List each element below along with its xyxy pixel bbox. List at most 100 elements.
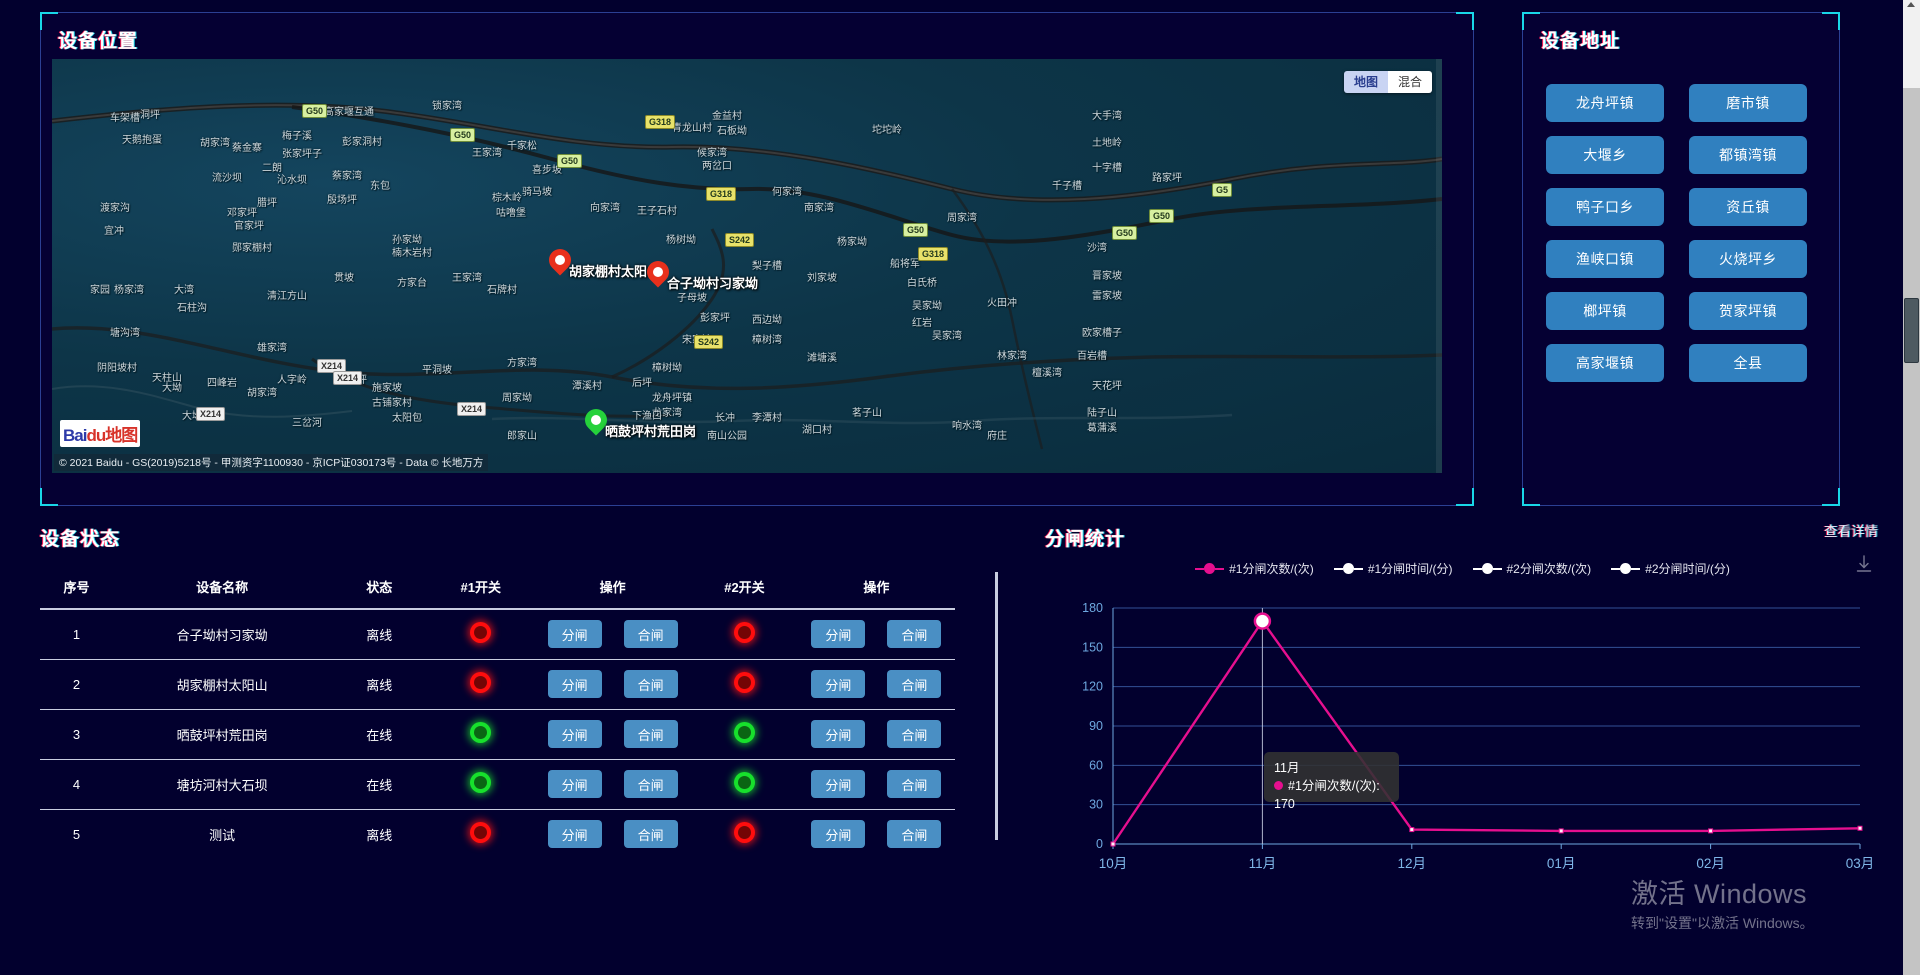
- close-breaker-button[interactable]: 合闸: [623, 720, 678, 748]
- device-name: 晒鼓坪村荒田岗: [113, 709, 332, 760]
- legend-item[interactable]: #2分闸次数/(次): [1472, 560, 1591, 577]
- address-button[interactable]: 贺家坪镇: [1689, 292, 1807, 330]
- legend-marker-icon: [1333, 563, 1363, 574]
- switch-indicator-cell: [427, 709, 534, 760]
- column-header: #2开关: [691, 571, 798, 610]
- address-button[interactable]: 资丘镇: [1689, 188, 1807, 226]
- map-panel-title: 设备位置: [58, 31, 139, 52]
- chart-header: 分闸统计 查看详情: [1045, 524, 1880, 558]
- data-point-marker[interactable]: [1857, 825, 1863, 831]
- road-shield-icon: X214: [333, 371, 363, 385]
- open-breaker-button[interactable]: 分闸: [547, 720, 602, 748]
- road-shield-icon: G50: [302, 104, 328, 118]
- table-header-row: 序号 设备名称 状态 #1开关 操作 #2开关 操作: [40, 571, 955, 610]
- map-marker-pin[interactable]: 胡家棚村太阳山: [544, 244, 660, 279]
- column-header: 操作: [533, 571, 692, 610]
- close-breaker-button[interactable]: 合闸: [887, 670, 942, 698]
- row-index: 4: [40, 759, 114, 810]
- operation-cell: 分闸 合闸: [534, 809, 691, 859]
- address-button[interactable]: 全县: [1689, 344, 1807, 382]
- map-type-hybrid[interactable]: 混合: [1387, 71, 1432, 93]
- device-status-title: 设备状态: [40, 529, 121, 550]
- status-led-red-icon: [470, 822, 492, 844]
- status-led-green-icon: [733, 772, 755, 793]
- close-breaker-button[interactable]: 合闸: [887, 820, 942, 849]
- device-state: 离线: [331, 659, 428, 710]
- table-row: 3 晒鼓坪村荒田岗 在线 分闸 合闸 分闸 合闸: [40, 709, 955, 760]
- data-point-highlighted[interactable]: [1253, 612, 1272, 630]
- open-breaker-button[interactable]: 分闸: [811, 820, 866, 849]
- open-breaker-button[interactable]: 分闸: [811, 720, 866, 748]
- data-point-marker[interactable]: [1708, 828, 1714, 834]
- corner-decoration-tl: [40, 12, 58, 30]
- open-breaker-button[interactable]: 分闸: [547, 620, 602, 649]
- close-breaker-button[interactable]: 合闸: [887, 720, 942, 748]
- close-breaker-button[interactable]: 合闸: [623, 670, 678, 698]
- address-button[interactable]: 磨市镇: [1689, 84, 1807, 122]
- legend-item[interactable]: #2分闸时间/(分): [1611, 560, 1730, 577]
- scroll-up-arrow-icon[interactable]: [1907, 2, 1915, 7]
- map-type-control[interactable]: 地图 混合: [1343, 71, 1432, 93]
- operation-cell: 分闸 合闸: [797, 659, 955, 710]
- map-roads-layer: [52, 102, 1442, 450]
- address-button[interactable]: 龙舟坪镇: [1546, 84, 1664, 122]
- row-index: 5: [72, 826, 81, 842]
- device-state: 在线: [331, 709, 428, 760]
- open-breaker-button[interactable]: 分闸: [547, 670, 602, 698]
- baidu-logo: Baidu地图: [60, 420, 141, 447]
- scrollbar-track[interactable]: [1903, 88, 1920, 975]
- open-breaker-button[interactable]: 分闸: [547, 770, 602, 798]
- road-shield-icon: X214: [457, 402, 487, 416]
- operation-cell: 分闸 合闸: [797, 709, 955, 760]
- address-button[interactable]: 榔坪镇: [1546, 292, 1664, 330]
- table-scrollbar[interactable]: [995, 572, 998, 840]
- close-breaker-button[interactable]: 合闸: [887, 770, 942, 798]
- open-breaker-button[interactable]: 分闸: [811, 770, 866, 798]
- view-detail-link[interactable]: 查看详情: [1824, 524, 1878, 539]
- legend-item[interactable]: #1分闸次数/(次): [1195, 560, 1314, 577]
- map-marker-pin[interactable]: 晒鼓坪村荒田岗: [580, 404, 696, 439]
- baidu-map[interactable]: 高家堰互通 锁家湾 金益村 石板坳 青龙山村 坨坨岭 大手湾 车架槽 洞坪 天鹅抱蛋 胡家湾 蔡金寨梅…: [52, 59, 1442, 473]
- close-breaker-button[interactable]: 合闸: [887, 620, 942, 649]
- data-point-marker[interactable]: [1110, 841, 1116, 847]
- map-marker-pin[interactable]: 合子坳村习家坳: [642, 256, 758, 291]
- line-chart-plot[interactable]: 0 30 60 90 120 150 180 10月 11月 12月 01月 02月 03月: [1045, 596, 1880, 886]
- close-breaker-button[interactable]: 合闸: [623, 770, 678, 798]
- address-button[interactable]: 鸭子口乡: [1546, 188, 1664, 226]
- address-button[interactable]: 火烧坪乡: [1689, 240, 1807, 278]
- map-scrollbar[interactable]: [1436, 59, 1442, 473]
- status-led-red-icon: [470, 672, 492, 693]
- x-axis-tick-label: 10月: [1099, 856, 1128, 871]
- address-button[interactable]: 都镇湾镇: [1689, 136, 1807, 174]
- address-button[interactable]: 高家堰镇: [1546, 344, 1664, 382]
- switch-indicator-cell: [691, 659, 798, 710]
- browser-scrollbar[interactable]: [1903, 0, 1920, 975]
- operation-cell: 分闸 合闸: [797, 609, 955, 660]
- scrollbar-thumb[interactable]: [1904, 298, 1919, 363]
- legend-item[interactable]: #1分闸时间/(分): [1333, 560, 1453, 577]
- address-button[interactable]: 大堰乡: [1546, 136, 1664, 174]
- open-breaker-button[interactable]: 分闸: [547, 820, 602, 849]
- chart-legend: #1分闸次数/(次) #1分闸时间/(分) #2分闸次数/(次) #2分闸时间/(分): [1045, 560, 1880, 577]
- device-location-panel: 设备位置 高家堰互通 锁家湾 金益村 石板坳 青龙山村 坨坨岭 大手湾 车架槽 洞坪 天鹅抱蛋 胡家…: [40, 12, 1474, 506]
- address-button[interactable]: 渔峡口镇: [1546, 240, 1664, 278]
- close-breaker-button[interactable]: 合闸: [623, 620, 678, 649]
- legend-label: #1分闸次数/(次): [1229, 562, 1314, 576]
- status-led-red-icon: [733, 672, 755, 693]
- download-icon[interactable]: [1854, 554, 1874, 579]
- device-state: 离线: [366, 827, 393, 843]
- legend-marker-icon: [1195, 563, 1225, 574]
- map-type-standard[interactable]: 地图: [1343, 71, 1388, 93]
- legend-label: #2分闸时间/(分): [1645, 562, 1730, 576]
- x-axis-tick-label: 12月: [1398, 856, 1427, 871]
- close-breaker-button[interactable]: 合闸: [623, 820, 678, 849]
- open-breaker-button[interactable]: 分闸: [811, 620, 866, 649]
- open-breaker-button[interactable]: 分闸: [811, 670, 866, 698]
- chart-title: 分闸统计: [1045, 529, 1126, 550]
- data-point-marker[interactable]: [1409, 827, 1415, 833]
- table-row: 4 塘坊河村大石坝 在线 分闸 合闸 分闸 合闸: [40, 759, 955, 810]
- switch-indicator-cell: [427, 609, 534, 660]
- corner-decoration-tr: [1456, 12, 1474, 30]
- data-point-marker[interactable]: [1558, 828, 1564, 834]
- y-axis-tick-label: 180: [1082, 601, 1103, 615]
